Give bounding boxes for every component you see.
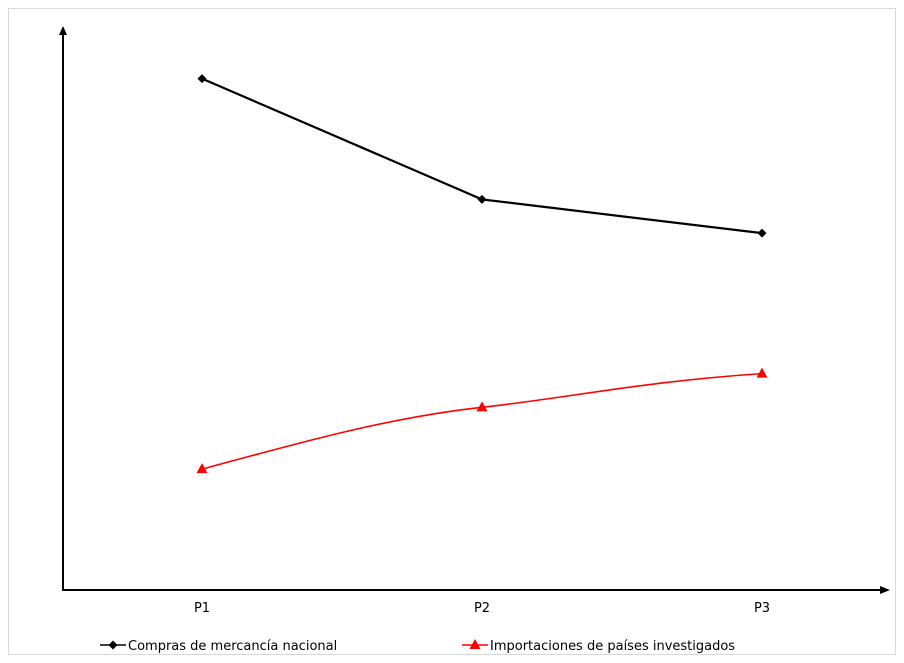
x-tick-label-p2: P2 bbox=[474, 601, 490, 616]
legend-label-2: Importaciones de países investigados bbox=[490, 639, 735, 654]
y-axis-arrow bbox=[59, 26, 67, 35]
legend-marker-1 bbox=[108, 640, 118, 650]
series-2-point-p3 bbox=[756, 367, 768, 378]
legend-label-1: Compras de mercancía nacional bbox=[128, 639, 337, 654]
chart-frame bbox=[8, 8, 896, 655]
legend: Compras de mercancía nacional Importacion… bbox=[100, 639, 735, 654]
series-1-point-p2 bbox=[477, 194, 487, 204]
series-2-point-p2 bbox=[476, 401, 488, 412]
series-2-point-p1 bbox=[196, 463, 208, 474]
legend-marker-2 bbox=[469, 639, 481, 649]
series-group bbox=[196, 74, 768, 474]
series-line-1 bbox=[201, 77, 763, 235]
x-axis-arrow bbox=[880, 586, 890, 594]
series-1-point-p1 bbox=[197, 74, 207, 84]
series-1-point-p3 bbox=[757, 228, 767, 238]
series-line-2 bbox=[201, 372, 763, 470]
x-tick-label-p3: P3 bbox=[754, 601, 770, 616]
x-tick-labels: P1 P2 P3 bbox=[194, 601, 770, 616]
x-tick-label-p1: P1 bbox=[194, 601, 210, 616]
